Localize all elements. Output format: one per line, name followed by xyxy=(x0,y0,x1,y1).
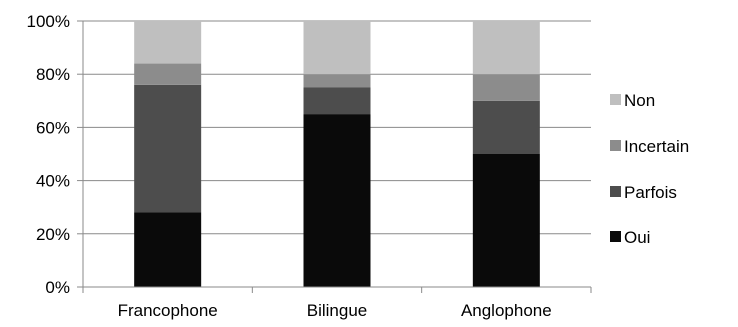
y-tick-label: 80% xyxy=(36,65,70,84)
legend: Non Incertain Parfois Oui xyxy=(610,91,689,247)
legend-swatch-parfois xyxy=(610,186,621,197)
bar-parfois-francophone xyxy=(134,84,202,213)
bar-incertain-francophone xyxy=(134,63,202,85)
bar-non-bilingue xyxy=(303,21,371,75)
y-tick-label: 20% xyxy=(36,225,70,244)
x-tick-label: Francophone xyxy=(118,301,218,320)
bar-incertain-bilingue xyxy=(303,74,371,88)
y-axis-ticks: 0% 20% 40% 60% 80% 100% xyxy=(27,12,70,297)
bar-oui-anglophone xyxy=(472,154,540,287)
legend-label-incertain: Incertain xyxy=(624,137,689,156)
bar-non-francophone xyxy=(134,21,202,64)
bar-parfois-anglophone xyxy=(472,100,540,154)
bar-parfois-bilingue xyxy=(303,87,371,115)
y-tick-label: 40% xyxy=(36,172,70,191)
bar-incertain-anglophone xyxy=(472,74,540,101)
bar-oui-francophone xyxy=(134,212,202,287)
y-tick-label: 100% xyxy=(27,12,70,31)
axes xyxy=(77,20,592,293)
x-tick-label: Anglophone xyxy=(461,301,552,320)
legend-swatch-incertain xyxy=(610,140,621,151)
bars xyxy=(134,21,540,287)
y-tick-label: 60% xyxy=(36,118,70,137)
bar-oui-bilingue xyxy=(303,114,371,287)
legend-swatch-oui xyxy=(610,231,621,242)
x-tick-label: Bilingue xyxy=(307,301,368,320)
legend-label-non: Non xyxy=(624,91,655,110)
legend-label-parfois: Parfois xyxy=(624,183,677,202)
legend-label-oui: Oui xyxy=(624,228,650,247)
legend-swatch-non xyxy=(610,94,621,105)
x-axis-ticks: Francophone Bilingue Anglophone xyxy=(118,301,552,320)
y-tick-label: 0% xyxy=(45,278,70,297)
bar-non-anglophone xyxy=(472,21,540,75)
